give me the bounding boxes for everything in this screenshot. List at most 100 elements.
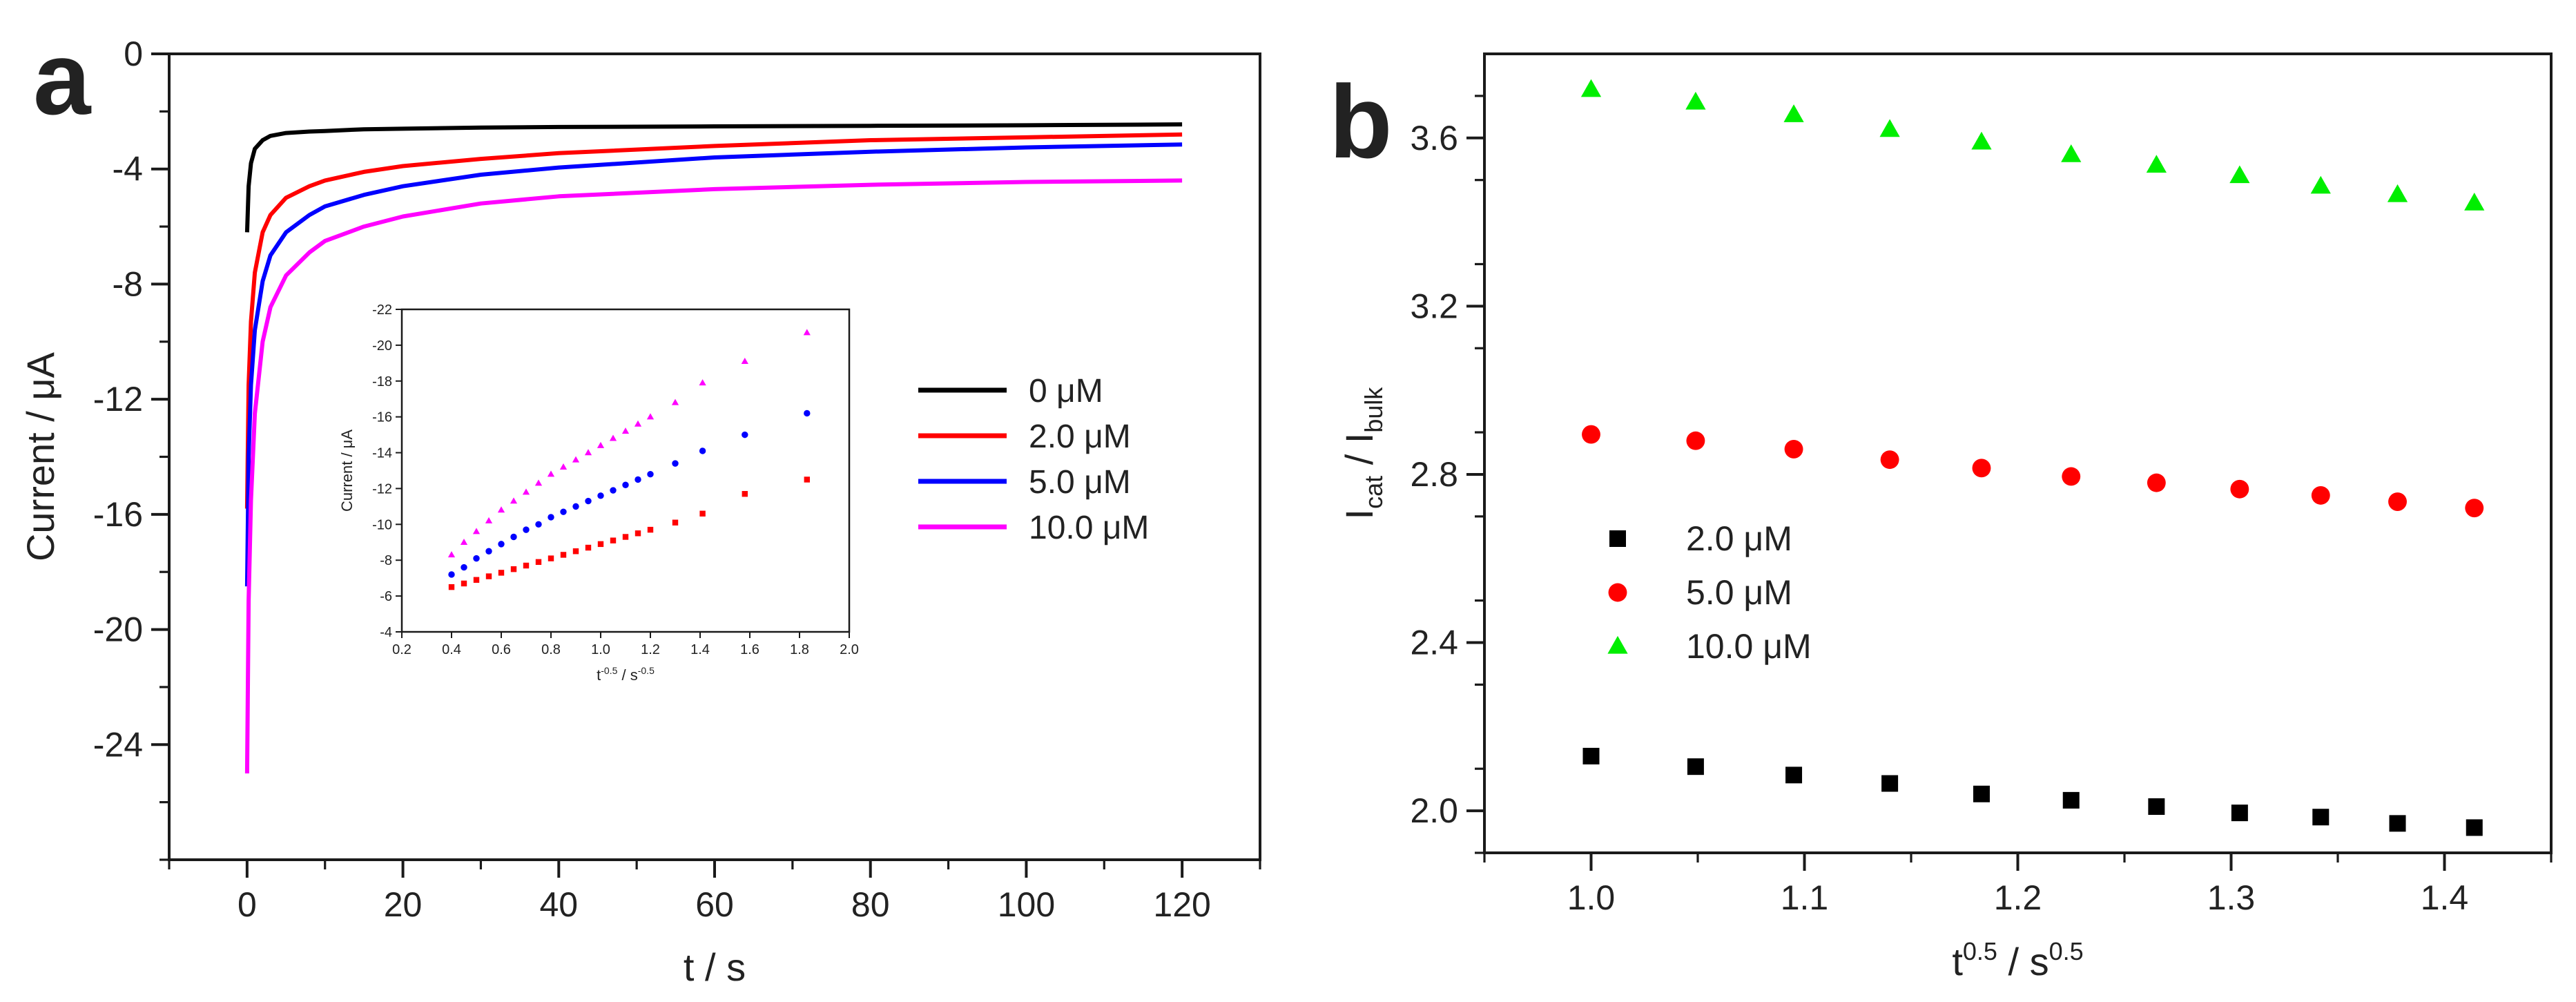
inset-point-2: [597, 441, 605, 448]
panel-b-point-1: [2311, 485, 2330, 505]
inset-point-2: [534, 479, 543, 486]
panel-b-y-axis-label: Icat / Ibulk: [1337, 387, 1388, 520]
panel-b-legend-marker-2: [1607, 635, 1628, 654]
panel-b-label: b: [1329, 64, 1393, 180]
inset-point-1: [635, 476, 641, 483]
panel-b-legend-label-1: 5.0 μM: [1686, 573, 1792, 612]
inset-point-2: [447, 551, 456, 558]
panel-b-point-1: [2230, 479, 2249, 499]
panel-a-series-line-1: [244, 132, 1183, 509]
panel-a-legend-label-0: 0 μM: [1029, 373, 1103, 410]
inset-point-0: [548, 555, 554, 561]
inset-point-0: [473, 577, 480, 583]
inset-point-0: [672, 519, 679, 526]
panel-a-series-line-0: [244, 122, 1183, 233]
panel-b-point-2: [1783, 104, 1804, 122]
inset-point-2: [522, 488, 530, 495]
panel-b-point-2: [1879, 119, 1900, 137]
panel-b-point-0: [1881, 775, 1899, 792]
panel-b-plot-frame: [1483, 52, 2553, 854]
panel-b-point-1: [1880, 450, 1899, 470]
inset-point-0: [585, 544, 592, 551]
inset-point-1: [498, 541, 505, 548]
inset-point-1: [548, 514, 554, 521]
inset-y-tick-label: -4: [380, 625, 392, 640]
inset-point-1: [572, 503, 579, 510]
inset-point-2: [634, 420, 642, 427]
panel-a-y-tick-label: -20: [93, 610, 143, 649]
panel-a-x-tick-label: 60: [695, 885, 734, 924]
inset-x-tick-label: 1.6: [740, 642, 759, 657]
panel-a-x-axis-label: t / s: [684, 945, 746, 989]
inset-point-2: [485, 517, 493, 523]
inset-y-tick-label: -10: [372, 517, 392, 532]
panel-b-point-0: [2148, 798, 2165, 816]
inset-x-tick-label: 2.0: [840, 642, 859, 657]
inset-point-1: [647, 470, 654, 478]
inset-point-0: [448, 584, 455, 590]
panel-b-y-tick-label: 2.8: [1410, 455, 1458, 494]
inset-point-2: [472, 528, 481, 534]
panel-b-point-1: [1686, 431, 1705, 450]
inset-point-1: [535, 521, 542, 528]
inset-point-1: [560, 508, 567, 515]
panel-b-point-0: [2062, 791, 2080, 809]
panel-b-y-tick-label: 3.6: [1410, 119, 1458, 157]
inset-point-2: [497, 506, 505, 513]
panel-b-point-0: [2312, 809, 2330, 826]
inset-y-tick-label: -14: [372, 446, 392, 461]
panel-b-point-2: [2310, 175, 2331, 194]
inset-x-tick-label: 0.6: [492, 642, 511, 657]
inset-point-0: [597, 541, 604, 548]
inset-plot-frame: [400, 308, 851, 633]
inset-point-1: [585, 497, 592, 505]
inset-point-2: [609, 434, 617, 441]
panel-a-y-tick-label: -24: [93, 725, 143, 764]
inset-x-tick-label: 1.8: [790, 642, 809, 657]
inset-y-tick-label: -16: [372, 410, 392, 425]
inset-point-2: [699, 379, 706, 386]
panel-b-y-tick-label: 3.2: [1410, 287, 1458, 325]
inset-point-1: [610, 487, 617, 494]
panel-b-point-2: [2061, 144, 2082, 162]
panel-b-legend-marker-0: [1609, 530, 1626, 547]
inset-point-2: [572, 456, 580, 463]
inset-x-axis-label: t-0.5 / s-0.5: [597, 665, 655, 684]
panel-b-point-1: [2147, 473, 2166, 492]
inset-point-2: [510, 497, 518, 504]
panel-b-point-1: [1582, 425, 1600, 444]
inset-x-tick-label: 1.0: [591, 642, 610, 657]
inset-x-tick-label: 1.2: [641, 642, 660, 657]
inset-y-tick-label: -18: [372, 374, 392, 389]
inset-point-0: [742, 491, 748, 497]
panel-a-x-tick-label: 20: [384, 885, 423, 924]
inset-point-2: [559, 463, 568, 470]
inset-point-0: [610, 537, 617, 543]
panel-b-point-1: [1972, 459, 1991, 478]
panel-b-point-0: [1687, 758, 1704, 775]
panel-a-y-tick-label: -4: [113, 150, 143, 189]
panel-b-point-1: [2062, 467, 2081, 486]
panel-b-x-tick-label: 1.1: [1781, 878, 1829, 917]
panel-b-x-axis-label: t0.5 / s0.5: [1952, 937, 2083, 983]
inset-point-2: [741, 357, 748, 364]
inset-point-0: [804, 476, 810, 483]
inset-y-tick-label: -8: [380, 553, 392, 568]
inset-point-0: [647, 526, 654, 533]
panel-a-legend-label-1: 2.0 μM: [1029, 418, 1131, 455]
inset-point-1: [804, 410, 811, 417]
panel-a-series-line-2: [244, 142, 1183, 587]
panel-a-legend-label-2: 5.0 μM: [1029, 464, 1131, 501]
inset-point-1: [699, 447, 706, 454]
panel-b-legend-marker-1: [1608, 583, 1627, 602]
panel-a-x-tick-label: 100: [998, 885, 1055, 924]
inset-point-0: [535, 559, 542, 566]
inset-point-1: [672, 460, 679, 467]
inset-y-tick-label: -6: [380, 589, 392, 604]
inset-x-tick-label: 0.4: [442, 642, 461, 657]
panel-b-point-0: [2466, 819, 2483, 836]
panel-a-x-tick-label: 40: [539, 885, 578, 924]
inset-point-0: [699, 510, 706, 517]
inset-point-2: [671, 398, 679, 405]
inset-point-1: [622, 481, 629, 488]
